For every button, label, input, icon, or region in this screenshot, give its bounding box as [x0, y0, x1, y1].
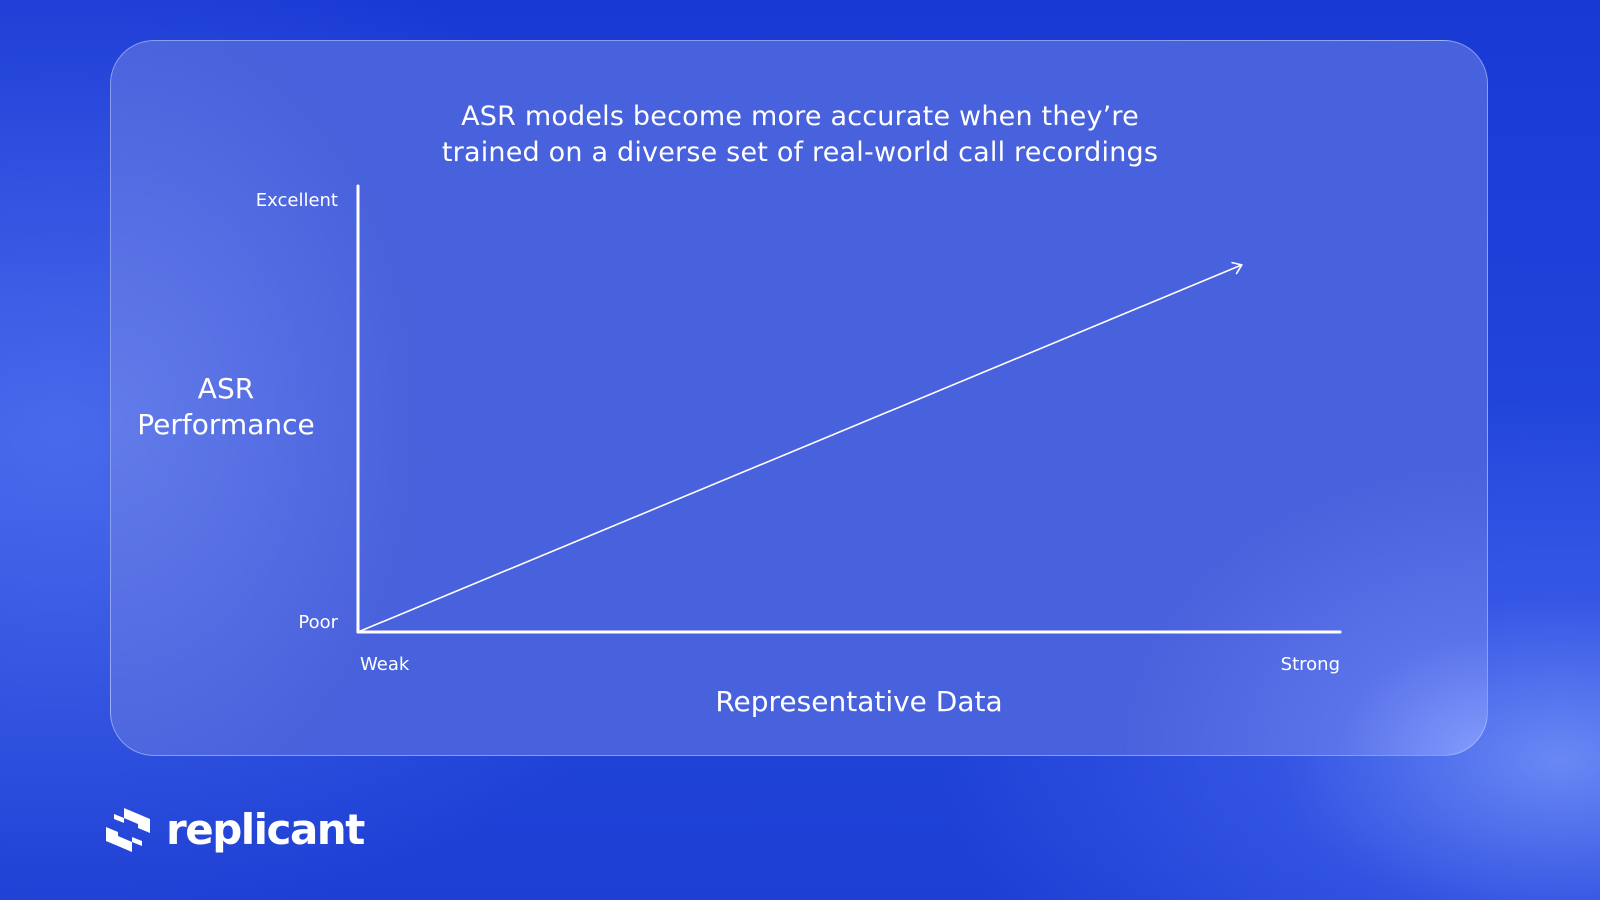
x-tick-label-right: Strong [1281, 654, 1340, 675]
y-tick-label-bottom: Poor [298, 612, 338, 633]
chart-title: ASR models become more accurate when the… [441, 101, 1159, 168]
series-line-0 [357, 264, 1243, 633]
y-axis-title: ASR Performance [137, 372, 315, 441]
series-arrowhead-0 [1231, 261, 1243, 275]
chart-card: ASR models become more accurate when the… [110, 40, 1488, 756]
x-tick-label-left: Weak [360, 654, 410, 675]
y-tick-label-top: Excellent [256, 190, 338, 211]
replicant-logo-icon [106, 808, 150, 852]
plot-area: Excellent Poor Weak Strong [256, 184, 1342, 675]
x-axis-title: Representative Data [715, 685, 1003, 718]
brand-logo: replicant [104, 805, 365, 854]
brand-name: replicant [166, 805, 365, 854]
